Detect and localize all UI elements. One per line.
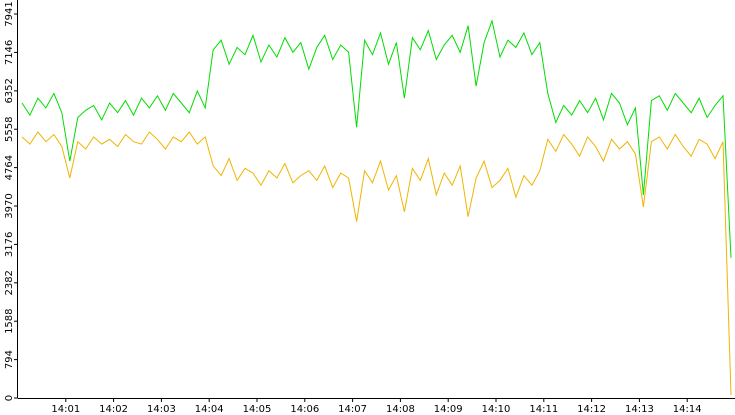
y-tick-label: 3970 xyxy=(4,193,15,218)
y-tick-label: 3176 xyxy=(4,232,15,257)
x-tick-label: 14:06 xyxy=(290,404,319,415)
x-tick-label: 14:07 xyxy=(338,404,367,415)
x-tick-label: 14:12 xyxy=(577,404,606,415)
x-tick-label: 14:08 xyxy=(386,404,415,415)
x-tick-label: 14:13 xyxy=(625,404,654,415)
y-tick-label: 0 xyxy=(4,395,15,401)
y-tick-label: 7146 xyxy=(4,40,15,65)
x-tick-label: 14:14 xyxy=(673,404,702,415)
x-tick-label: 14:11 xyxy=(529,404,558,415)
x-tick-label: 14:03 xyxy=(147,404,176,415)
x-tick-label: 14:05 xyxy=(243,404,272,415)
x-tick-label: 14:09 xyxy=(434,404,463,415)
y-tick-label: 6352 xyxy=(4,78,15,103)
y-tick-label: 794 xyxy=(4,350,15,369)
x-tick-label: 14:10 xyxy=(482,404,511,415)
x-tick-label: 14:01 xyxy=(51,404,80,415)
y-tick-label: 4764 xyxy=(4,155,15,180)
y-tick-label: 2382 xyxy=(4,270,15,295)
x-tick-label: 14:02 xyxy=(99,404,128,415)
y-tick-label: 5558 xyxy=(4,117,15,142)
series-line xyxy=(21,131,732,396)
x-tick-label: 14:04 xyxy=(195,404,224,415)
series-line xyxy=(21,19,732,258)
y-tick-label: 1588 xyxy=(4,308,15,333)
y-tick-label: 7941 xyxy=(4,1,15,26)
